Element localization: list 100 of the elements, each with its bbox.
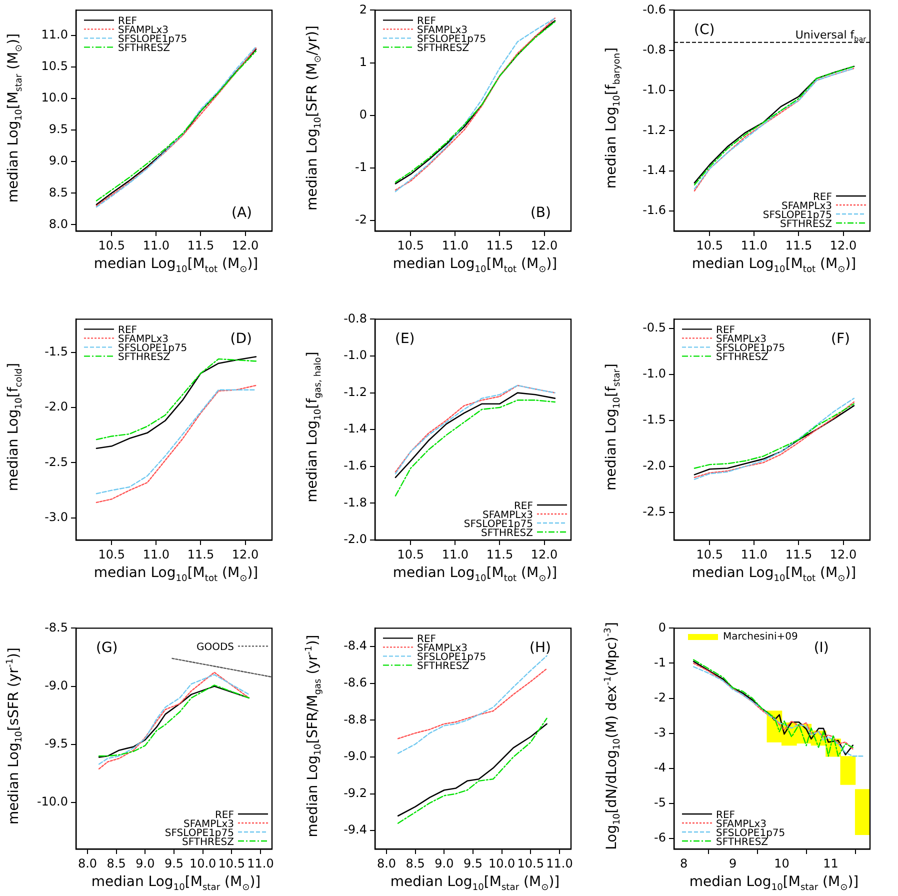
y-tick-label: -1.0 (642, 366, 666, 381)
y-tick-label: -1.8 (344, 495, 367, 510)
x-tick-label: 12.0 (830, 238, 857, 252)
y-tick-label: 9.0 (48, 154, 68, 168)
x-tick-label: 11.0 (142, 238, 170, 252)
y-tick-label: 9.5 (48, 122, 68, 136)
legend-label: REF (812, 192, 832, 203)
y-tick-label: -9.5 (44, 736, 68, 751)
legend-label: SFAMPLx3 (183, 819, 234, 830)
y-tick-label: -0.8 (642, 42, 666, 56)
y-tick-label: -1.0 (642, 82, 666, 97)
y-tick-label: -5 (654, 796, 666, 810)
y-tick-label: -8.4 (344, 638, 367, 653)
x-tick-label: 10.5 (98, 547, 125, 562)
legend-label: SFSLOPE1p75 (164, 828, 234, 839)
legend-label: SFSLOPE1p75 (762, 210, 832, 221)
y-tick-label: -9.0 (44, 678, 68, 692)
x-tick-label: 9 (728, 856, 737, 870)
legend-label: REF (514, 501, 534, 512)
legend-label: SFTHRESZ (118, 352, 170, 364)
annotation: (G) (96, 640, 118, 656)
x-tick-label: 8.5 (106, 856, 126, 870)
y-tick-label: -8.8 (344, 712, 367, 726)
y-tick-label: -0.5 (642, 320, 666, 335)
y-tick-label: -1.0 (344, 348, 367, 362)
x-axis-title: median Log$_{10}$[M$_{star}$ (M$_{⊙}$)] (688, 874, 860, 893)
y-tick-label: -9.0 (344, 749, 367, 764)
x-axis-title: median Log$_{10}$[M$_{star}$ (M$_{⊙}$)] (90, 874, 262, 893)
x-tick-label: 10 (774, 856, 790, 870)
y-tick-label: -10.0 (36, 794, 68, 809)
x-tick-label: 8.5 (406, 856, 425, 870)
legend-label: SFTHRESZ (480, 528, 534, 539)
legend-label: GOODS (196, 642, 234, 654)
legend-label: SFAMPLx3 (716, 819, 767, 830)
y-tick-label: -2.5 (642, 504, 666, 519)
bar (854, 789, 870, 835)
y-tick-label: -0.8 (344, 311, 367, 326)
x-tick-label: 11.5 (785, 547, 812, 562)
x-tick-label: 11.0 (740, 547, 768, 562)
y-tick-label: 2 (359, 2, 367, 16)
y-tick-label: -2.0 (642, 458, 666, 473)
y-tick-label: 0 (658, 620, 666, 634)
x-axis-title: median Log$_{10}$[M$_{tot}$ (M$_{⊙}$)] (690, 256, 858, 275)
legend-label: REF (716, 810, 736, 821)
y-tick-label: -2.0 (344, 532, 367, 546)
y-tick-label: -2.5 (44, 454, 68, 469)
y-tick-label: -1.6 (642, 203, 666, 218)
x-tick-label: 10.5 (218, 856, 246, 870)
legend-label: SFSLOPE1p75 (417, 652, 486, 664)
legend-label: SFTHRESZ (716, 352, 768, 364)
y-tick-label: 10.5 (41, 59, 68, 74)
legend-label: SFTHRESZ (417, 661, 470, 672)
y-tick-label: -1.2 (642, 122, 666, 137)
x-tick-label: 12.0 (530, 547, 558, 562)
x-tick-label: 8 (680, 856, 688, 870)
annotation: (B) (530, 205, 552, 221)
x-tick-label: 11.0 (740, 238, 768, 252)
x-tick-label: 11.0 (247, 856, 274, 870)
x-tick-label: 11.5 (486, 238, 514, 252)
annotation: (H) (530, 640, 551, 656)
legend-label: SFSLOPE1p75 (118, 343, 188, 354)
y-tick-label: -3.0 (44, 510, 68, 524)
x-tick-label: 9.0 (136, 856, 155, 870)
y-tick-label: -9.4 (344, 822, 367, 837)
x-tick-label: 9.5 (164, 856, 184, 870)
legend-label: SFAMPLx3 (482, 510, 534, 521)
y-tick-label: -1.2 (344, 384, 367, 399)
y-tick-label: -1.4 (344, 422, 367, 436)
legend-label: SFAMPLx3 (781, 201, 832, 212)
y-tick-label: 11.0 (41, 28, 68, 42)
x-axis-title: median Log$_{10}$[M$_{tot}$ (M$_{⊙}$)] (92, 256, 260, 275)
y-tick-label: -0.6 (642, 2, 666, 16)
annotation: (C) (694, 22, 715, 38)
annotation: (F) (831, 331, 850, 348)
x-axis-title: median Log$_{10}$[M$_{tot}$ (M$_{⊙}$)] (690, 565, 858, 584)
x-tick-label: 10.5 (696, 547, 723, 562)
x-tick-label: 11.0 (142, 547, 170, 562)
x-tick-label: 10.5 (98, 238, 125, 252)
x-tick-label: 12.0 (232, 238, 259, 252)
y-tick-label: 8.0 (48, 216, 68, 231)
y-tick-label: -1.6 (344, 458, 367, 473)
x-tick-label: 8.0 (78, 856, 98, 870)
y-tick-label: -1.5 (44, 344, 68, 358)
x-tick-label: 12.0 (232, 547, 259, 562)
x-tick-label: 10.0 (488, 856, 516, 870)
line-series (397, 668, 548, 740)
y-tick-label: 0 (359, 107, 367, 122)
y-tick-label: -8.5 (44, 620, 68, 634)
x-tick-label: 11.5 (486, 547, 514, 562)
x-axis-title: median Log$_{10}$[M$_{tot}$ (M$_{⊙}$)] (392, 256, 558, 275)
x-tick-label: 11 (823, 856, 838, 870)
legend-label: Marchesini+09 (723, 632, 798, 643)
y-tick-label: 10.0 (41, 90, 68, 105)
x-tick-label: 11.0 (442, 547, 469, 562)
legend-label: SFTHRESZ (716, 837, 768, 848)
legend-label: SFSLOPE1p75 (716, 828, 786, 839)
y-tick-label: -6 (654, 830, 666, 845)
x-tick-label: 10.5 (397, 238, 424, 252)
x-tick-label: 11.0 (546, 856, 573, 870)
x-tick-label: 11.5 (785, 238, 812, 252)
